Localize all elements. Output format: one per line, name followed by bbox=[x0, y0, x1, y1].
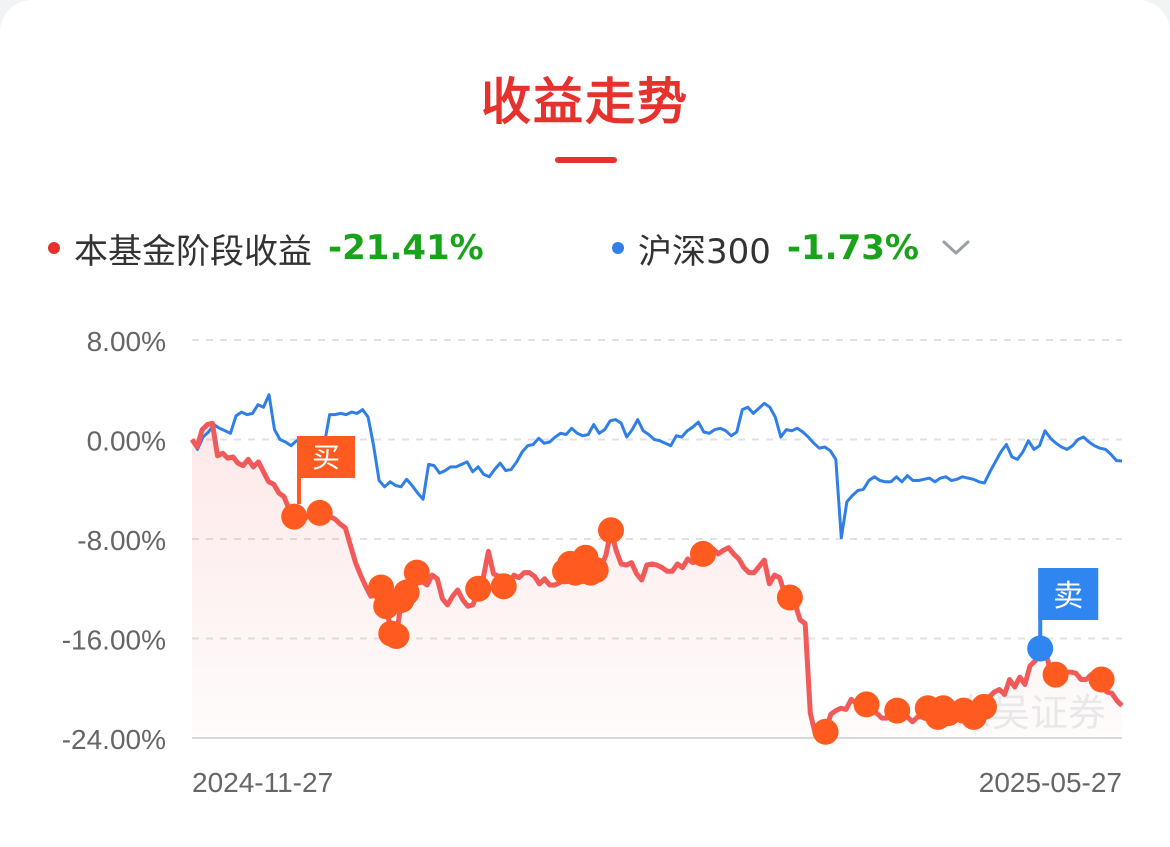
buy-point bbox=[306, 499, 333, 526]
index-series-line bbox=[190, 393, 1123, 540]
sell-flag-label: 卖 bbox=[1053, 579, 1083, 614]
legend-index-label: 沪深300 bbox=[638, 231, 771, 272]
y-tick-label: 8.00% bbox=[87, 326, 166, 357]
legend-fund-value: -21.41% bbox=[328, 228, 484, 268]
buy-point bbox=[383, 623, 410, 649]
legend-fund-dot bbox=[48, 242, 60, 254]
sell-flag bbox=[1038, 568, 1099, 620]
buy-flag bbox=[297, 436, 355, 478]
buy-flag-pole bbox=[297, 436, 301, 504]
buy-point bbox=[582, 557, 609, 584]
chevron-down-icon[interactable] bbox=[941, 233, 971, 263]
title-underline bbox=[555, 157, 617, 163]
legend-index[interactable]: 沪深300 -1.73% bbox=[612, 222, 971, 274]
buy-flag-label: 买 bbox=[312, 441, 340, 474]
buy-point bbox=[812, 718, 839, 745]
page-title: 收益走势 bbox=[481, 73, 689, 131]
buy-point bbox=[598, 517, 624, 544]
buy-point bbox=[393, 579, 420, 606]
buy-point bbox=[1088, 666, 1115, 693]
buy-point bbox=[853, 691, 880, 718]
sell-point bbox=[1027, 635, 1054, 662]
x-tick-label: 2025-05-27 bbox=[979, 767, 1122, 798]
buy-point bbox=[465, 575, 492, 602]
legend-index-dot bbox=[612, 242, 624, 254]
buy-point bbox=[403, 559, 430, 586]
buy-point bbox=[690, 540, 716, 567]
buy-point bbox=[971, 693, 997, 720]
buy-point bbox=[1042, 661, 1069, 688]
y-tick-label: -8.00% bbox=[77, 525, 166, 556]
buy-point bbox=[281, 503, 308, 530]
y-tick-label: -16.00% bbox=[62, 625, 166, 656]
y-tick-label: -24.00% bbox=[62, 724, 166, 755]
fund-area bbox=[192, 423, 1122, 738]
buy-point bbox=[490, 573, 517, 600]
x-tick-label: 2024-11-27 bbox=[192, 767, 333, 798]
legend-fund: 本基金阶段收益 -21.41% bbox=[48, 222, 484, 274]
y-tick-label: 0.00% bbox=[87, 426, 166, 457]
legend-fund-label: 本基金阶段收益 bbox=[74, 231, 312, 272]
buy-point bbox=[776, 584, 803, 611]
buy-point bbox=[884, 697, 911, 724]
legend-index-value: -1.73% bbox=[786, 228, 919, 268]
